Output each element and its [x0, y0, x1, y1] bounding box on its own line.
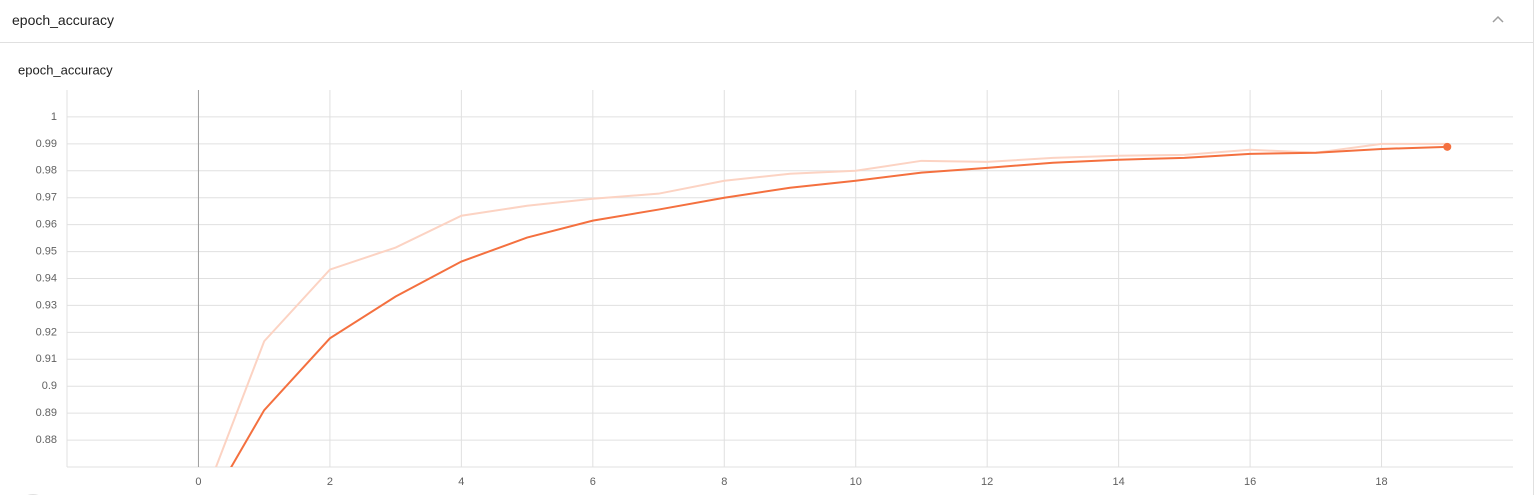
- y-tick-label: 0.91: [36, 353, 57, 365]
- y-tick-label: 0.94: [36, 272, 57, 284]
- card-header[interactable]: epoch_accuracy: [0, 0, 1533, 43]
- card-title: epoch_accuracy: [12, 12, 114, 28]
- x-tick-label: 14: [1113, 476, 1125, 488]
- y-tick-label: 0.99: [36, 138, 57, 150]
- x-tick-label: 4: [458, 476, 464, 488]
- end-marker: [1443, 142, 1452, 151]
- x-tick-label: 2: [327, 476, 333, 488]
- scroll-edge: [1533, 0, 1534, 495]
- y-tick-label: 0.92: [36, 326, 57, 338]
- x-tick-label: 8: [721, 476, 727, 488]
- x-tick-label: 0: [195, 476, 201, 488]
- x-tick-label: 12: [981, 476, 993, 488]
- line-series: [230, 145, 1448, 467]
- x-tick-label: 16: [1244, 476, 1256, 488]
- y-tick-label: 0.9: [42, 380, 57, 392]
- y-tick-label: 0.98: [36, 165, 57, 177]
- y-tick-label: 0.88: [36, 434, 57, 446]
- y-tick-label: 0.89: [36, 407, 57, 419]
- y-tick-label: 0.96: [36, 219, 57, 231]
- x-tick-label: 10: [850, 476, 862, 488]
- x-tick-label: 6: [590, 476, 596, 488]
- plot-area: [214, 142, 1452, 467]
- y-tick-label: 0.97: [36, 192, 57, 204]
- y-tick-label: 0.93: [36, 299, 57, 311]
- chart-title: epoch_accuracy: [18, 62, 113, 77]
- y-tick-label: 1: [51, 111, 57, 123]
- collapse-icon[interactable]: [1491, 14, 1505, 24]
- x-tick-label: 18: [1375, 476, 1387, 488]
- line-series: [214, 142, 1448, 467]
- y-tick-label: 0.95: [36, 245, 57, 257]
